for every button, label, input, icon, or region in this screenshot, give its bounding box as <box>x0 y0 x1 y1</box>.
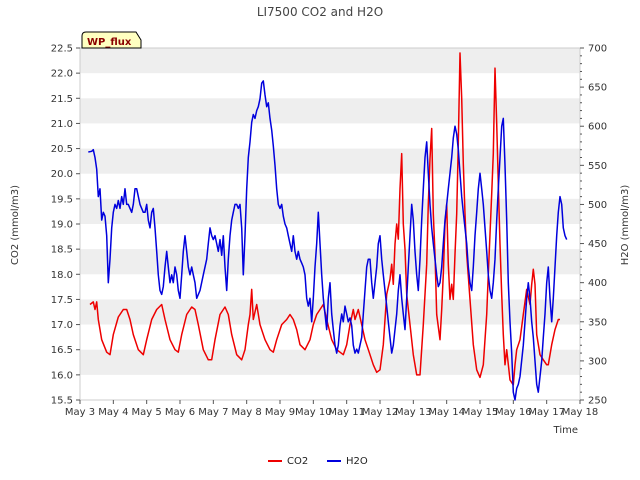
y-left-tick-label: 20.5 <box>51 144 73 155</box>
y-right-tick-label: 450 <box>588 239 607 250</box>
y-right-tick-label: 650 <box>588 83 607 94</box>
x-tick-label: May 5 <box>132 407 162 418</box>
y-right-tick-label: 500 <box>588 200 607 211</box>
x-tick-label: May 10 <box>295 407 332 418</box>
y-right-tick-label: 350 <box>588 317 607 328</box>
x-tick-label: May 12 <box>362 407 399 418</box>
y-left-tick-label: 22.0 <box>51 69 73 80</box>
x-tick-label: May 11 <box>328 407 365 418</box>
y-left-tick-label: 22.5 <box>51 44 73 55</box>
y-axis-left-title: CO2 (mmol/m3) <box>10 185 21 265</box>
series-layer <box>88 52 568 401</box>
x-tick-label: May 13 <box>395 407 432 418</box>
legend: CO2 H2O <box>268 456 368 467</box>
grid-band <box>80 249 580 275</box>
y-left-tick-label: 16.0 <box>51 370 73 381</box>
y-axis-right-title: H2O (mmol/m3) <box>620 185 631 266</box>
x-tick-label: May 8 <box>232 407 262 418</box>
y-left-tick-label: 17.5 <box>51 295 73 306</box>
y-left-tick-label: 21.0 <box>51 119 73 130</box>
x-tick-label: May 15 <box>462 407 499 418</box>
series-line-co2 <box>89 52 560 386</box>
x-tick-label: May 6 <box>165 407 195 418</box>
badge-label: WP_flux <box>87 37 132 48</box>
x-tick-label: May 9 <box>265 407 295 418</box>
wp-flux-badge: WP_flux <box>81 31 142 49</box>
grid-band <box>80 349 580 375</box>
y-right-tick-label: 250 <box>588 396 607 407</box>
y-right-tick-label: 400 <box>588 278 607 289</box>
x-tick-label: May 4 <box>98 407 128 418</box>
y-right-tick-label: 550 <box>588 161 607 172</box>
y-left-tick-label: 19.0 <box>51 220 73 231</box>
grid-band <box>80 98 580 124</box>
x-axis-title: Time <box>553 425 578 436</box>
y-left-tick-label: 21.5 <box>51 94 73 105</box>
y-left-tick-label: 16.5 <box>51 345 73 356</box>
y-right-tick-label: 600 <box>588 122 607 133</box>
x-tick-label: May 18 <box>562 407 599 418</box>
y-left-tick-label: 20.0 <box>51 169 73 180</box>
y-left-tick-label: 19.5 <box>51 194 73 205</box>
y-axis-right: 250 300 350 400 450 500 550 600 650 700 <box>580 44 607 407</box>
x-tick-label: May 14 <box>428 407 465 418</box>
y-left-tick-label: 18.5 <box>51 245 73 256</box>
x-tick-label: May 3 <box>65 407 95 418</box>
grid-bands <box>80 48 580 375</box>
legend-h2o-label: H2O <box>346 456 368 467</box>
x-tick-label: May 7 <box>198 407 228 418</box>
x-axis: May 3 May 4 May 5 May 6 May 7 May 8 May 9 May 1… <box>65 400 598 418</box>
y-left-tick-label: 18.0 <box>51 270 73 281</box>
x-tick-label: May 16 <box>495 407 532 418</box>
y-left-tick-label: 15.5 <box>51 396 73 407</box>
chart-title: LI7500 CO2 and H2O <box>257 5 383 19</box>
legend-co2-label: CO2 <box>287 456 308 467</box>
y-left-tick-label: 17.0 <box>51 320 73 331</box>
y-axis-left: 15.5 16.0 16.5 17.0 17.5 18.0 18.5 19.0 19.5 20.0… <box>51 44 80 407</box>
y-right-tick-label: 700 <box>588 44 607 55</box>
series-line-h2o <box>88 80 568 401</box>
x-tick-label: May 17 <box>528 407 565 418</box>
grid-band <box>80 48 580 74</box>
grid-band <box>80 148 580 174</box>
y-right-tick-label: 300 <box>588 356 607 367</box>
